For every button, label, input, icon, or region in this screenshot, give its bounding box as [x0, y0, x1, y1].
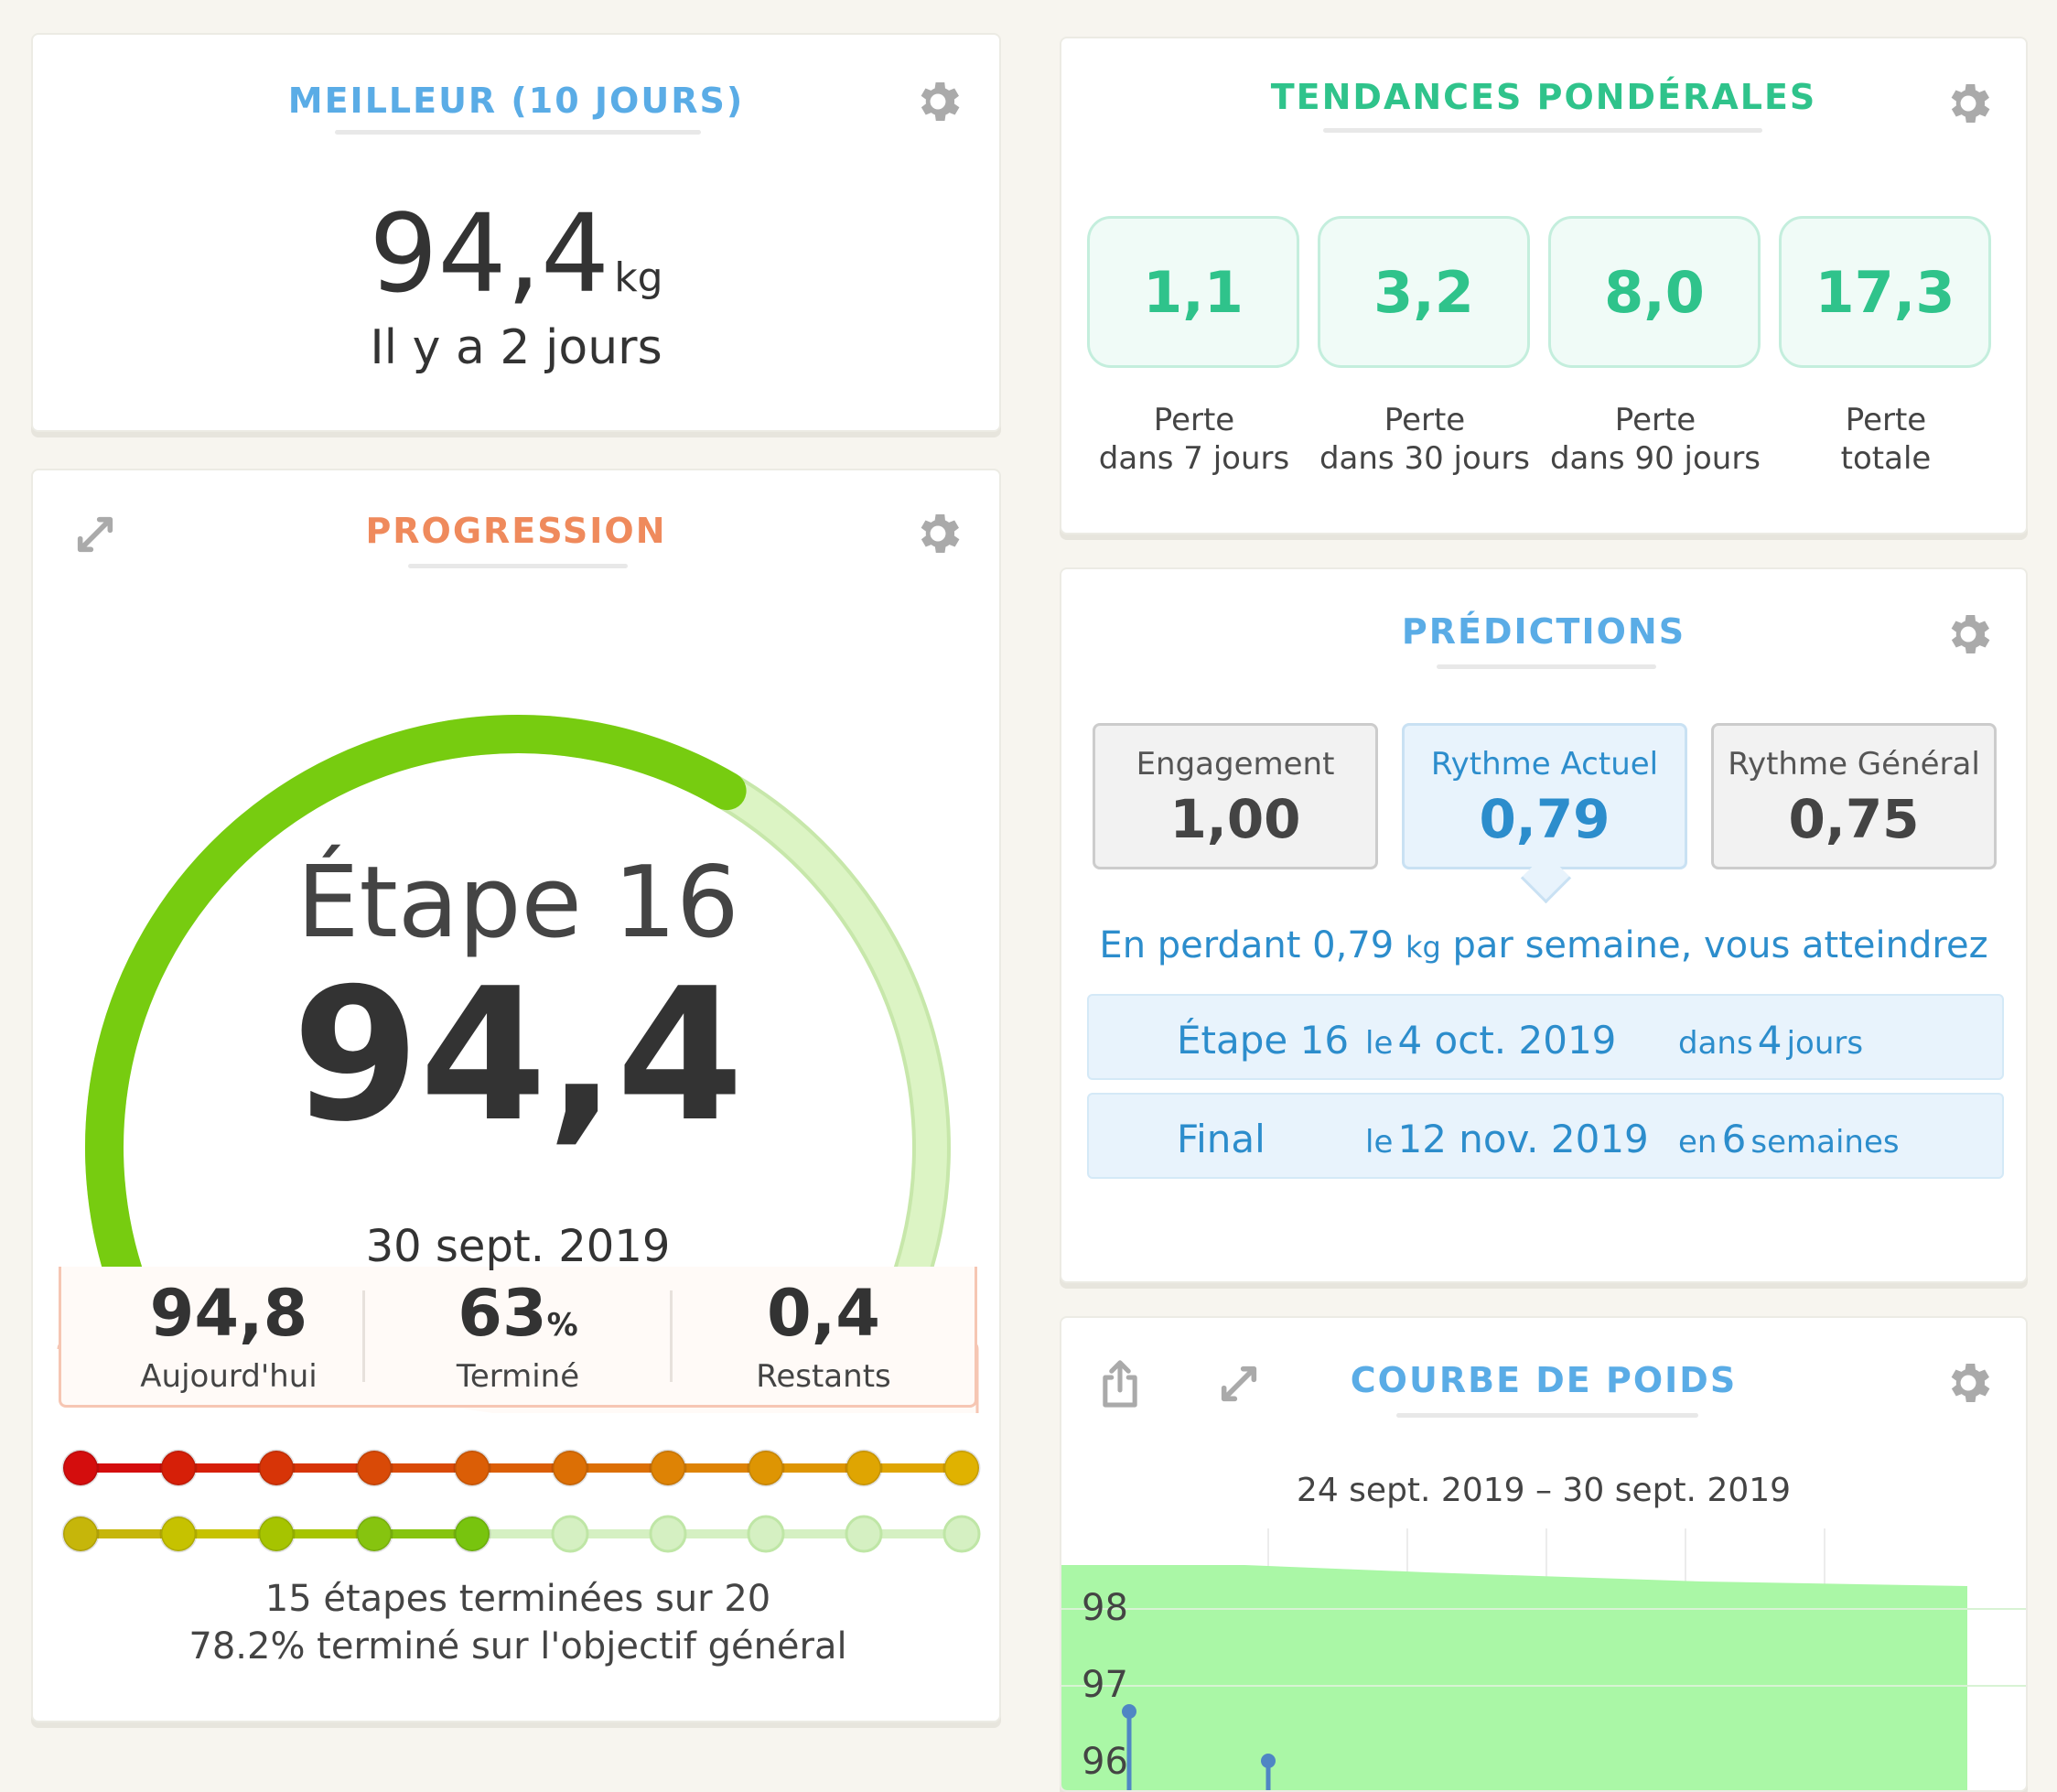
y-tick-97: 97: [1082, 1664, 1128, 1706]
pred-row-date: le 12 nov. 2019: [1365, 1117, 1649, 1161]
stat-done-value: 63%: [458, 1276, 578, 1351]
expand-icon[interactable]: [70, 509, 121, 560]
trends-title: TENDANCES PONDÉRALES: [1270, 77, 1817, 117]
title-underline: [335, 130, 701, 135]
step-dot: [747, 1449, 785, 1487]
trend-label-30d: Perte dans 30 jours: [1319, 402, 1531, 477]
best-title: MEILLEUR (10 JOURS): [287, 81, 745, 121]
progress-step: Étape 16: [296, 846, 739, 960]
stat-done-label: Terminé: [456, 1358, 580, 1395]
step-dot: [747, 1515, 785, 1553]
weight-area: [1061, 1565, 1967, 1790]
gear-icon[interactable]: [1942, 77, 1995, 130]
pred-engagement[interactable]: Engagement 1,00: [1093, 723, 1378, 869]
weight-chart-range: 24 sept. 2019 – 30 sept. 2019: [1296, 1472, 1792, 1509]
trend-chip-total: 17,3: [1779, 216, 1991, 368]
step-dot: [551, 1515, 589, 1553]
pred-row-step: Étape 16 le 4 oct. 2019 dans 4 jours: [1087, 994, 2004, 1080]
progress-date: 30 sept. 2019: [365, 1221, 671, 1272]
predictions-title: PRÉDICTIONS: [1401, 611, 1686, 652]
gear-icon[interactable]: [911, 507, 964, 560]
stats-box: [59, 1267, 977, 1408]
expand-icon[interactable]: [1213, 1358, 1265, 1409]
share-icon[interactable]: [1094, 1356, 1146, 1411]
stat-remaining-value: 0,4: [766, 1276, 880, 1351]
y-tick-96: 96: [1082, 1741, 1128, 1783]
title-underline: [1396, 1413, 1698, 1418]
pred-current-value: 0,79: [1479, 788, 1610, 850]
stats-row: 94,8 Aujourd'hui 63% Terminé 0,4 Restant…: [59, 1230, 977, 1413]
stat-today-value: 94,8: [149, 1276, 308, 1351]
pred-row-name: Final: [1177, 1117, 1265, 1161]
stat-today-label: Aujourd'hui: [140, 1358, 318, 1395]
step-dot: [257, 1449, 296, 1487]
step-dot: [159, 1449, 198, 1487]
best-when: Il y a 2 jours: [370, 320, 662, 375]
weight-chart-card: COURBE DE POIDS 24 sept. 2019 – 30 sept.…: [1060, 1316, 2028, 1792]
step-dot: [453, 1515, 491, 1553]
trend-label-90d: Perte dans 90 jours: [1549, 402, 1761, 477]
trend-chip-30d: 3,2: [1318, 216, 1530, 368]
trend-label-7d: Perte dans 7 jours: [1098, 402, 1290, 477]
best-value: 94,4: [369, 190, 610, 317]
pred-overall-rate[interactable]: Rythme Général 0,75: [1711, 723, 1997, 869]
progress-gauge: [84, 714, 951, 1335]
pred-sentence: En perdant 0,79 kg par semaine, vous att…: [1099, 924, 1988, 966]
gear-icon[interactable]: [1942, 608, 1995, 661]
trend-label-total: Perte totale: [1840, 402, 1932, 477]
pred-row-name: Étape 16: [1177, 1018, 1350, 1063]
weight-marker: [1261, 1754, 1276, 1768]
pred-current-label: Rythme Actuel: [1430, 746, 1659, 783]
pred-current-rate[interactable]: Rythme Actuel 0,79: [1402, 723, 1687, 869]
y-tick-98: 98: [1082, 1587, 1128, 1629]
pred-overall-value: 0,75: [1788, 788, 1920, 850]
best-unit: kg: [614, 254, 663, 301]
progress-summary-1: 15 étapes terminées sur 20: [264, 1578, 771, 1620]
pred-row-eta: dans 4 jours: [1678, 1018, 1864, 1063]
step-dot: [355, 1449, 393, 1487]
best-card: MEILLEUR (10 JOURS) 94,4 kg Il y a 2 jou…: [31, 33, 1001, 432]
step-dot: [355, 1515, 393, 1553]
stat-remaining-label: Restants: [756, 1358, 891, 1395]
weight-chart-title: COURBE DE POIDS: [1350, 1360, 1738, 1400]
step-dot: [845, 1515, 883, 1553]
weight-chart-plot: 98 97 96: [1061, 1528, 2026, 1790]
step-dot: [942, 1515, 981, 1553]
pred-engagement-label: Engagement: [1136, 746, 1335, 783]
progress-value: 94,4: [292, 949, 744, 1162]
title-underline: [1437, 664, 1656, 669]
pred-engagement-value: 1,00: [1169, 788, 1301, 850]
trend-chip-90d: 8,0: [1548, 216, 1761, 368]
title-underline: [1323, 128, 1762, 133]
stats-divider: [362, 1290, 365, 1382]
step-dot: [649, 1515, 687, 1553]
step-dot: [257, 1515, 296, 1553]
trends-card: TENDANCES PONDÉRALES 1,1 3,2 8,0 17,3 Pe…: [1060, 37, 2028, 534]
step-dot: [649, 1449, 687, 1487]
trend-chip-7d: 1,1: [1087, 216, 1299, 368]
weight-marker: [1122, 1704, 1136, 1719]
step-dots: [61, 1449, 981, 1553]
pred-row-final: Final le 12 nov. 2019 en 6 semaines: [1087, 1093, 2004, 1179]
stats-divider: [670, 1290, 673, 1382]
pred-row-date: le 4 oct. 2019: [1365, 1018, 1617, 1063]
progress-card: PROGRESSION Étape 16 94,4 30 sept. 2019 …: [31, 469, 1001, 1722]
progress-title: PROGRESSION: [365, 511, 667, 551]
step-dot: [159, 1515, 198, 1553]
gear-icon[interactable]: [911, 75, 964, 128]
title-underline: [408, 564, 628, 568]
step-dot: [453, 1449, 491, 1487]
pred-row-eta: en 6 semaines: [1678, 1117, 1900, 1161]
predictions-card: PRÉDICTIONS Engagement 1,00 Rythme Actue…: [1060, 567, 2028, 1283]
gear-icon[interactable]: [1942, 1356, 1995, 1409]
step-dot: [845, 1449, 883, 1487]
step-dot: [942, 1449, 981, 1487]
gauge-progress: [85, 715, 747, 1322]
best-value-row: 94,4 kg: [33, 190, 999, 317]
pred-overall-label: Rythme Général: [1728, 746, 1980, 783]
step-dot: [551, 1449, 589, 1487]
step-dot: [61, 1515, 100, 1553]
progress-summary-2: 78.2% terminé sur l'objectif général: [188, 1625, 847, 1668]
step-dot: [61, 1449, 100, 1487]
